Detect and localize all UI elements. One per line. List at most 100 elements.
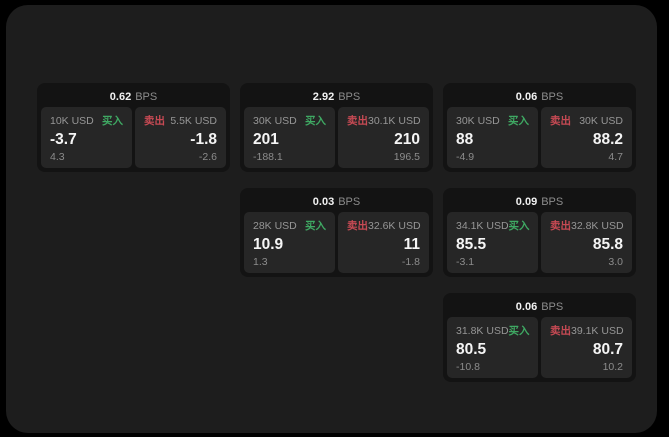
sell-delta: -2.6 (198, 151, 217, 163)
sell-top-row: 卖出 30.1K USD (347, 113, 421, 128)
buy-top-row: 30K USD 买入 (253, 113, 326, 128)
buy-top-row: 34.1K USD 买入 (456, 218, 530, 233)
buy-panel[interactable]: 34.1K USD 买入 85.5 -3.1 (447, 212, 538, 273)
bps-header: 2.92 BPS (244, 87, 429, 107)
sell-top-row: 卖出 32.8K USD (550, 218, 624, 233)
sell-delta: 196.5 (393, 151, 420, 163)
buy-amount: 30K USD (253, 115, 297, 127)
bps-unit-label: BPS (541, 91, 564, 103)
buy-amount: 28K USD (253, 220, 297, 232)
sell-panel[interactable]: 卖出 5.5K USD -1.8 -2.6 (135, 107, 226, 168)
buy-amount: 31.8K USD (456, 325, 509, 337)
buy-price: -3.7 (50, 130, 77, 148)
buy-delta: -10.8 (456, 361, 480, 373)
sell-top-row: 卖出 30K USD (550, 113, 623, 128)
sell-delta: 4.7 (608, 151, 623, 163)
sell-panel[interactable]: 卖出 30K USD 88.2 4.7 (541, 107, 632, 168)
bps-value: 0.09 (515, 196, 538, 208)
quotes-panel: 0.62 BPS 10K USD 买入 -3.7 4.3 卖出 5.5K USD … (6, 5, 657, 433)
sell-side-label: 卖出 (347, 115, 368, 127)
bps-card: 0.62 BPS 10K USD 买入 -3.7 4.3 卖出 5.5K USD … (37, 83, 230, 172)
sell-delta: 3.0 (608, 256, 623, 268)
bps-unit-label: BPS (541, 301, 564, 313)
bps-unit-label: BPS (338, 196, 361, 208)
sell-price: 210 (394, 130, 420, 148)
buy-panel[interactable]: 30K USD 买入 88 -4.9 (447, 107, 538, 168)
card-body: 30K USD 买入 201 -188.1 卖出 30.1K USD 210 1… (244, 107, 429, 168)
bps-card: 2.92 BPS 30K USD 买入 201 -188.1 卖出 30.1K U… (240, 83, 433, 172)
bps-value: 0.62 (109, 91, 132, 103)
buy-delta: -3.1 (456, 256, 475, 268)
buy-top-row: 28K USD 买入 (253, 218, 326, 233)
buy-top-row: 30K USD 买入 (456, 113, 529, 128)
buy-side-label: 买入 (102, 115, 123, 127)
sell-price: 88.2 (592, 130, 623, 148)
sell-top-row: 卖出 39.1K USD (550, 323, 624, 338)
bps-card: 0.06 BPS 30K USD 买入 88 -4.9 卖出 30K USD 88… (443, 83, 636, 172)
buy-side-label: 买入 (508, 325, 530, 337)
bps-card: 0.06 BPS 31.8K USD 买入 80.5 -10.8 卖出 39.1K… (443, 293, 636, 382)
bps-card: 0.03 BPS 28K USD 买入 10.9 1.3 卖出 32.6K USD… (240, 188, 433, 277)
bps-unit-label: BPS (338, 91, 361, 103)
bps-header: 0.03 BPS (244, 192, 429, 212)
buy-panel[interactable]: 10K USD 买入 -3.7 4.3 (41, 107, 132, 168)
card-body: 30K USD 买入 88 -4.9 卖出 30K USD 88.2 4.7 (447, 107, 632, 168)
sell-price: 80.7 (592, 340, 623, 358)
sell-price: -1.8 (190, 130, 217, 148)
buy-side-label: 买入 (305, 115, 326, 127)
sell-side-label: 卖出 (144, 115, 165, 127)
sell-amount: 32.8K USD (571, 220, 624, 232)
bps-header: 0.62 BPS (41, 87, 226, 107)
buy-delta: 4.3 (50, 151, 65, 163)
bps-unit-label: BPS (135, 91, 158, 103)
sell-amount: 39.1K USD (571, 325, 624, 337)
bps-header: 0.06 BPS (447, 297, 632, 317)
buy-delta: 1.3 (253, 256, 268, 268)
sell-amount: 30.1K USD (368, 115, 421, 127)
card-body: 28K USD 买入 10.9 1.3 卖出 32.6K USD 11 -1.8 (244, 212, 429, 273)
bps-value: 2.92 (312, 91, 335, 103)
bps-card: 0.09 BPS 34.1K USD 买入 85.5 -3.1 卖出 32.8K … (443, 188, 636, 277)
bps-unit-label: BPS (541, 196, 564, 208)
buy-delta: -188.1 (253, 151, 283, 163)
sell-top-row: 卖出 32.6K USD (347, 218, 421, 233)
sell-panel[interactable]: 卖出 32.6K USD 11 -1.8 (338, 212, 429, 273)
sell-panel[interactable]: 卖出 30.1K USD 210 196.5 (338, 107, 429, 168)
sell-price: 11 (403, 235, 420, 253)
sell-side-label: 卖出 (347, 220, 368, 232)
sell-side-label: 卖出 (550, 115, 571, 127)
bps-header: 0.06 BPS (447, 87, 632, 107)
bps-value: 0.06 (515, 91, 538, 103)
sell-panel[interactable]: 卖出 32.8K USD 85.8 3.0 (541, 212, 632, 273)
buy-side-label: 买入 (508, 220, 530, 232)
sell-amount: 30K USD (579, 115, 623, 127)
buy-side-label: 买入 (305, 220, 326, 232)
buy-top-row: 10K USD 买入 (50, 113, 123, 128)
buy-amount: 34.1K USD (456, 220, 509, 232)
buy-panel[interactable]: 30K USD 买入 201 -188.1 (244, 107, 335, 168)
buy-amount: 10K USD (50, 115, 94, 127)
sell-delta: -1.8 (401, 256, 420, 268)
sell-panel[interactable]: 卖出 39.1K USD 80.7 10.2 (541, 317, 632, 378)
sell-top-row: 卖出 5.5K USD (144, 113, 217, 128)
bps-header: 0.09 BPS (447, 192, 632, 212)
sell-side-label: 卖出 (550, 325, 571, 337)
buy-amount: 30K USD (456, 115, 500, 127)
buy-panel[interactable]: 28K USD 买入 10.9 1.3 (244, 212, 335, 273)
sell-amount: 32.6K USD (368, 220, 421, 232)
buy-side-label: 买入 (508, 115, 529, 127)
buy-price: 85.5 (456, 235, 487, 253)
buy-delta: -4.9 (456, 151, 475, 163)
card-body: 34.1K USD 买入 85.5 -3.1 卖出 32.8K USD 85.8… (447, 212, 632, 273)
buy-price: 201 (253, 130, 279, 148)
buy-price: 80.5 (456, 340, 487, 358)
bps-value: 0.03 (312, 196, 335, 208)
card-body: 10K USD 买入 -3.7 4.3 卖出 5.5K USD -1.8 -2.… (41, 107, 226, 168)
buy-price: 10.9 (253, 235, 284, 253)
buy-top-row: 31.8K USD 买入 (456, 323, 530, 338)
sell-price: 85.8 (592, 235, 623, 253)
buy-panel[interactable]: 31.8K USD 买入 80.5 -10.8 (447, 317, 538, 378)
buy-price: 88 (456, 130, 474, 148)
sell-delta: 10.2 (602, 361, 623, 373)
cards-grid: 0.62 BPS 10K USD 买入 -3.7 4.3 卖出 5.5K USD … (37, 83, 636, 382)
